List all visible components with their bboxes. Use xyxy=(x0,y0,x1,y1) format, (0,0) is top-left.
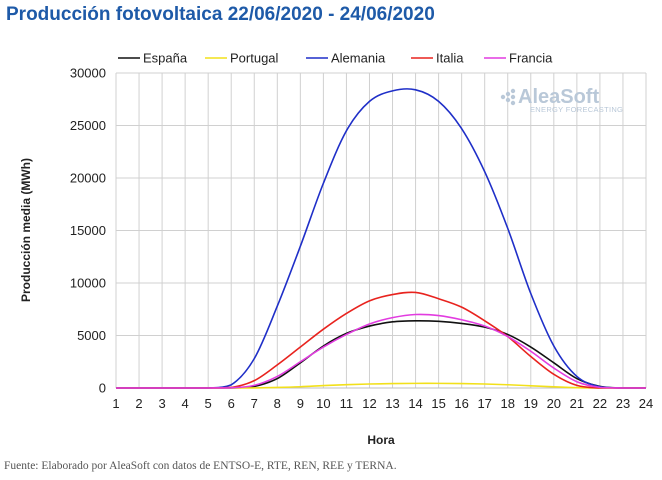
x-tick-label: 11 xyxy=(340,396,354,411)
y-tick-label: 20000 xyxy=(70,171,106,186)
series-line-francia xyxy=(115,313,646,389)
x-tick-label: 15 xyxy=(431,396,445,411)
x-tick-label: 1 xyxy=(112,396,119,411)
x-axis-label: Hora xyxy=(367,433,395,447)
x-tick-label: 9 xyxy=(297,396,304,411)
x-tick-label: 22 xyxy=(593,396,607,411)
legend-label: Portugal xyxy=(230,51,279,66)
y-tick-label: 30000 xyxy=(70,66,106,81)
y-tick-label: 10000 xyxy=(70,276,106,291)
x-tick-label: 14 xyxy=(408,396,422,411)
x-tick-label: 17 xyxy=(477,396,491,411)
x-tick-label: 8 xyxy=(274,396,281,411)
x-tick-label: 23 xyxy=(616,396,630,411)
x-tick-label: 6 xyxy=(228,396,235,411)
x-tick-label: 13 xyxy=(385,396,399,411)
aleasoft-logo: AleaSoft ENERGY FORECASTING xyxy=(500,86,623,114)
x-tick-label: 16 xyxy=(454,396,468,411)
x-tick-label: 7 xyxy=(251,396,258,411)
y-tick-label: 0 xyxy=(99,381,106,396)
x-tick-label: 3 xyxy=(158,396,165,411)
x-tick-label: 21 xyxy=(570,396,584,411)
y-axis-label: Producción media (MWh) xyxy=(19,158,33,302)
y-tick-label: 15000 xyxy=(70,223,106,238)
legend-label: España xyxy=(143,51,188,66)
x-tick-label: 24 xyxy=(639,396,653,411)
legend-label: Alemania xyxy=(331,51,386,66)
grid-lines xyxy=(115,72,647,389)
x-tick-label: 20 xyxy=(547,396,561,411)
legend-label: Francia xyxy=(509,51,553,66)
y-tick-label: 25000 xyxy=(70,118,106,133)
series-line-españa xyxy=(115,319,646,389)
chart-title: Producción fotovoltaica 22/06/2020 - 24/… xyxy=(6,4,435,25)
x-tick-label: 10 xyxy=(316,396,330,411)
series-line-alemania xyxy=(115,88,646,389)
series-lines xyxy=(115,88,646,389)
legend-label: Italia xyxy=(436,51,464,66)
series-line-italia xyxy=(115,291,646,389)
x-tick-label: 19 xyxy=(524,396,538,411)
legend: España Portugal Alemania Italia Francia xyxy=(118,51,553,66)
x-tick-label: 2 xyxy=(135,396,142,411)
x-tick-label: 5 xyxy=(205,396,212,411)
source-note: Fuente: Elaborado por AleaSoft con datos… xyxy=(4,460,397,472)
x-tick-label: 4 xyxy=(182,396,189,411)
y-tick-label: 5000 xyxy=(77,328,106,343)
logo-name: AleaSoft xyxy=(518,86,599,108)
logo-tagline: ENERGY FORECASTING xyxy=(530,105,623,114)
x-tick-label: 12 xyxy=(362,396,376,411)
x-tick-label: 18 xyxy=(501,396,515,411)
logo-dots-icon xyxy=(500,88,516,106)
